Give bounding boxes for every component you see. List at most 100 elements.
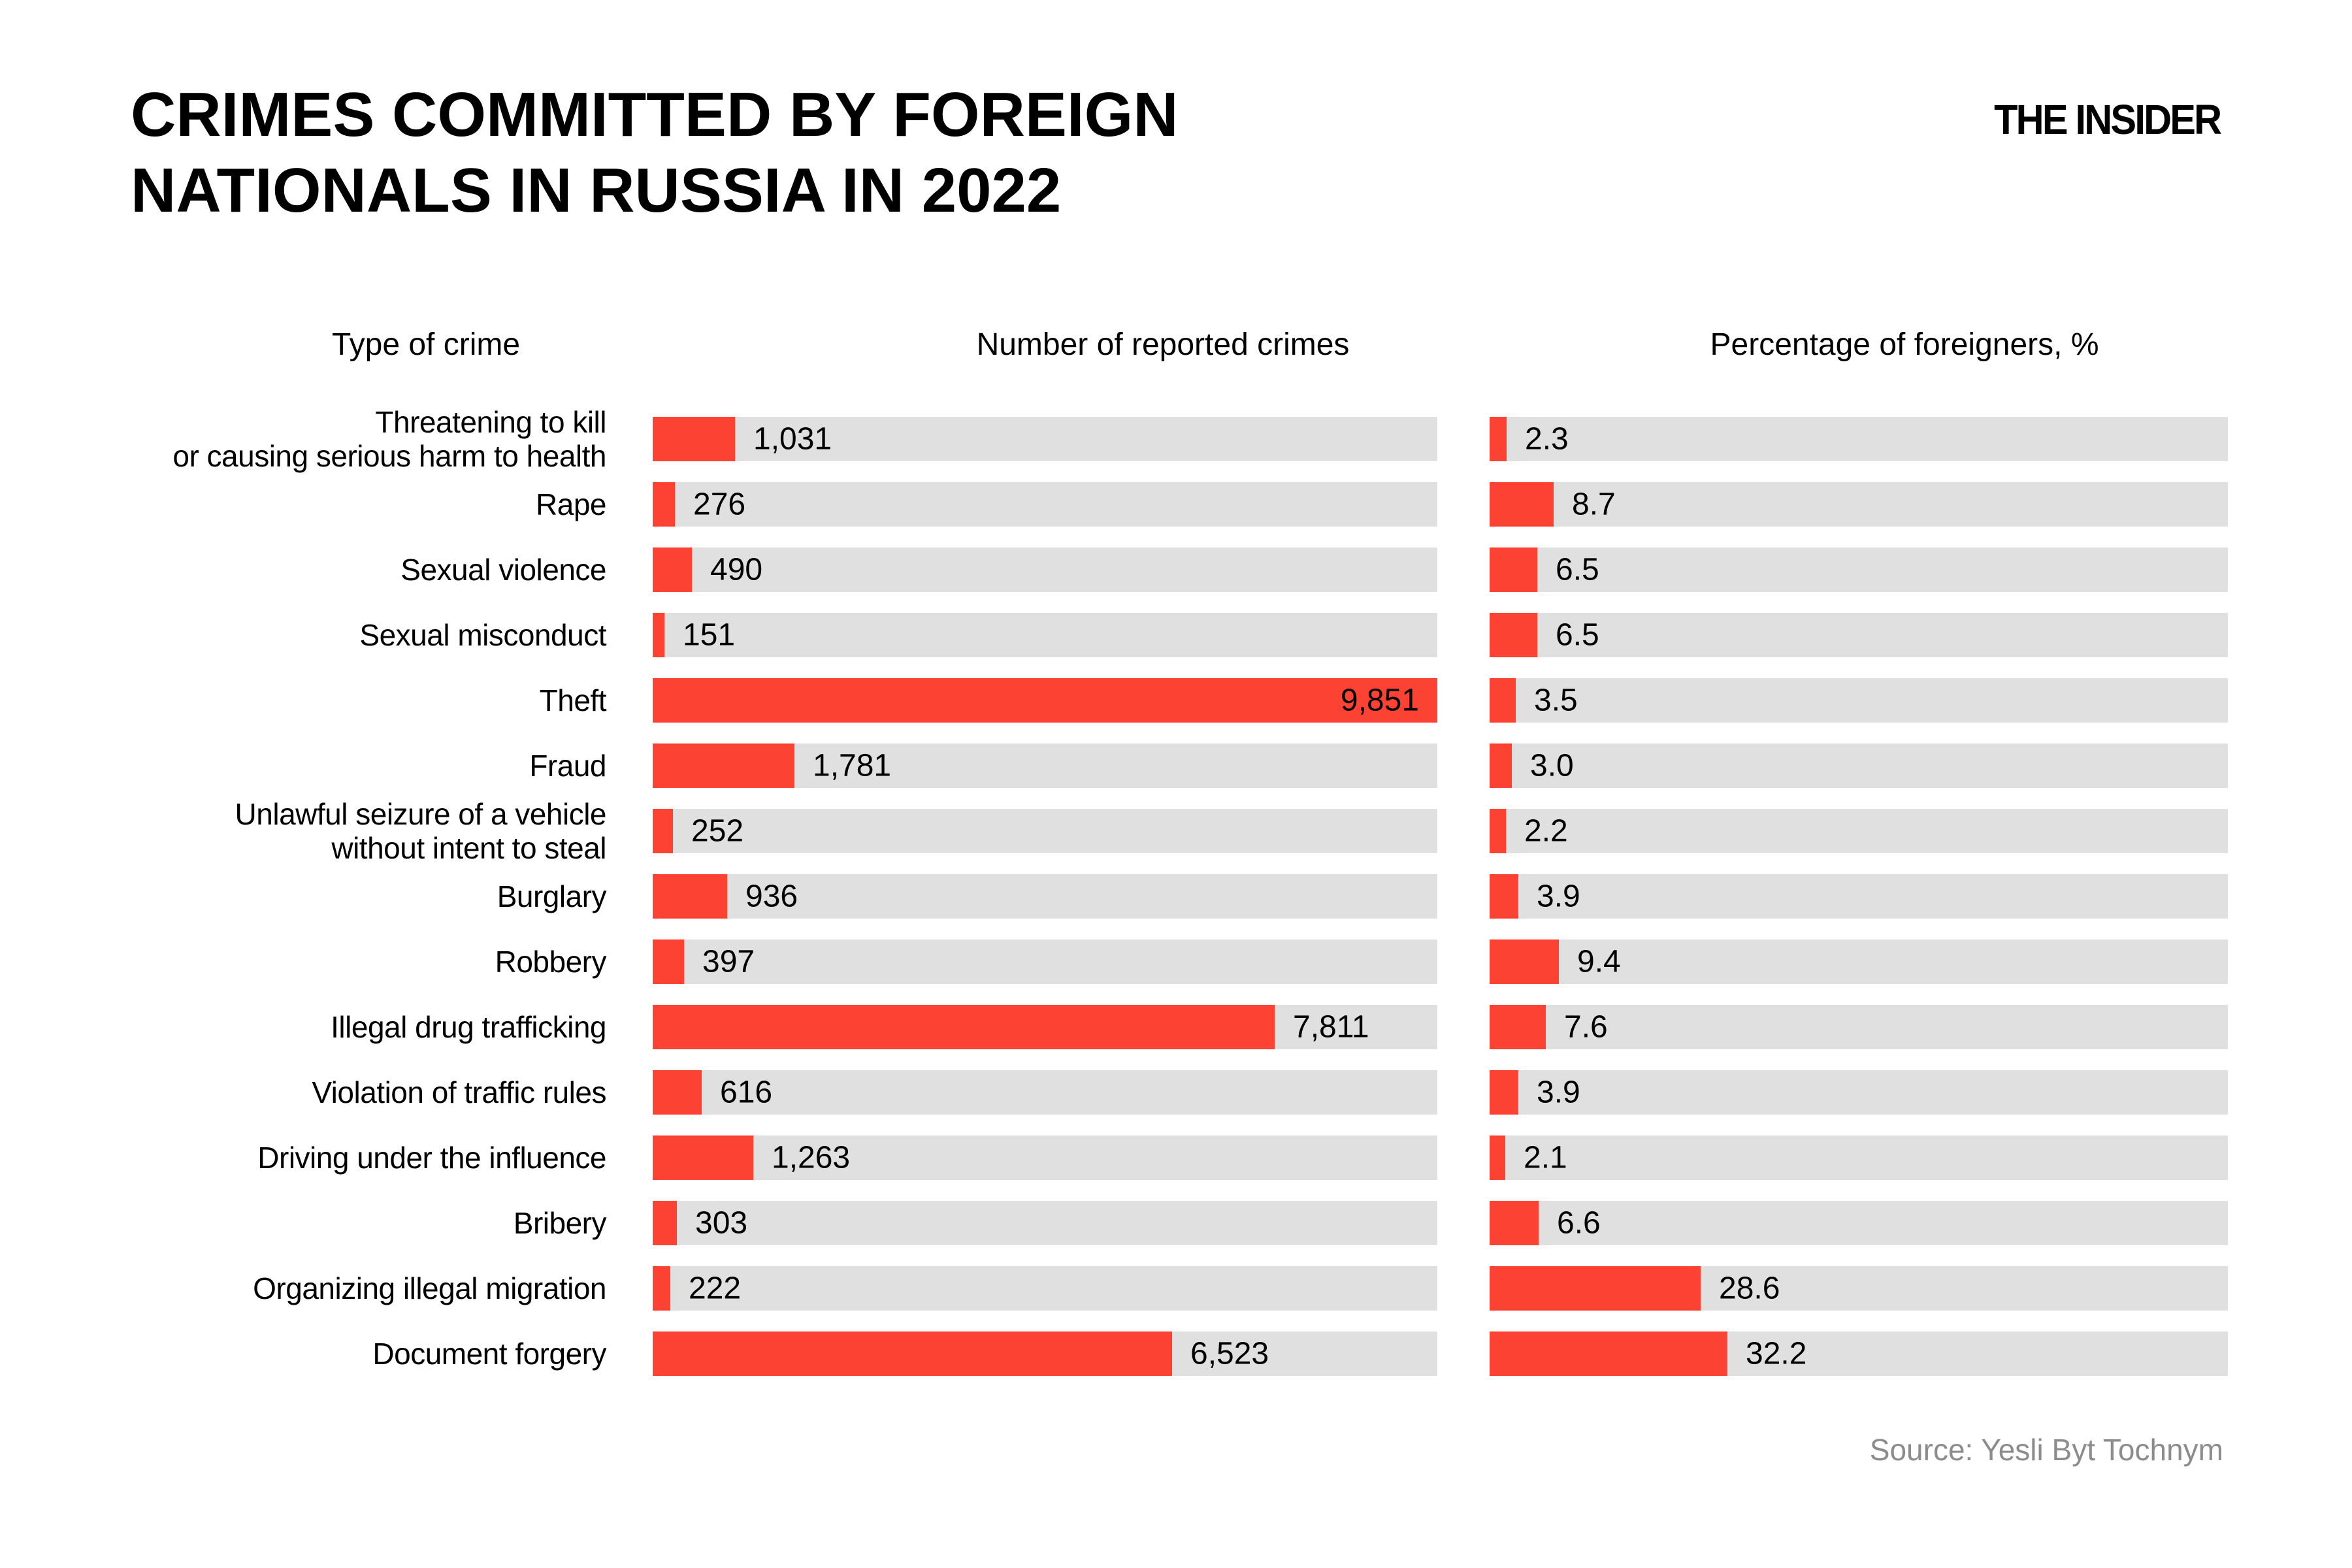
- percentage-value-label: 2.1: [1524, 1140, 1567, 1175]
- percentage-bar-track: 3.9: [1490, 1070, 2228, 1115]
- crime-type-label: Organizing illegal migration: [253, 1271, 606, 1305]
- percentage-bar-track: 6.6: [1490, 1201, 2228, 1245]
- percentage-bar-track: 9.4: [1490, 939, 2228, 984]
- percentage-bar-fill: [1490, 1331, 1727, 1376]
- count-bar-track: 397: [653, 939, 1437, 984]
- percentage-bar-track: 28.6: [1490, 1266, 2228, 1311]
- chart-row: Burglary 936 3.9: [0, 874, 2352, 919]
- page-title-line-2: NATIONALS IN RUSSIA IN 2022: [131, 155, 1062, 225]
- count-value-label: 6,523: [1190, 1336, 1269, 1371]
- count-bar-fill: [653, 1135, 753, 1180]
- percentage-bar-track: 7.6: [1490, 1005, 2228, 1049]
- chart-row: Unlawful seizure of a vehicle without int…: [0, 797, 2352, 865]
- count-bar-track: 7,811: [653, 1005, 1437, 1049]
- percentage-bar-track: 2.2: [1490, 809, 2228, 853]
- count-bar-track: 1,031: [653, 417, 1437, 461]
- percentage-bar-track: 3.0: [1490, 743, 2228, 788]
- count-bar-fill: [653, 939, 684, 984]
- count-value-label: 151: [683, 617, 736, 653]
- column-header-number-of-crimes: Number of reported crimes: [976, 327, 1350, 362]
- count-bar-fill: [653, 1266, 670, 1311]
- count-bar-track: 6,523: [653, 1331, 1437, 1376]
- chart-row: Robbery 397 9.4: [0, 939, 2352, 984]
- count-bar-track: 276: [653, 482, 1437, 527]
- chart-row: Illegal drug trafficking 7,811 7.6: [0, 1005, 2352, 1049]
- count-bar-track: 1,781: [653, 743, 1437, 788]
- count-bar-fill: [653, 417, 735, 461]
- crime-type-label: Driving under the influence: [257, 1141, 606, 1175]
- percentage-value-label: 28.6: [1719, 1271, 1780, 1306]
- count-value-label: 1,781: [813, 748, 892, 783]
- crime-type-label: Sexual violence: [400, 553, 606, 587]
- page-title-line-1: CRIMES COMMITTED BY FOREIGN: [131, 80, 1179, 150]
- percentage-bar-track: 8.7: [1490, 482, 2228, 527]
- count-bar-track: 616: [653, 1070, 1437, 1115]
- percentage-bar-fill: [1490, 809, 1506, 853]
- count-bar-fill: [653, 1331, 1172, 1376]
- source-credit: Source: Yesli Byt Tochnym: [1869, 1433, 2223, 1467]
- chart-row: Fraud 1,781 3.0: [0, 743, 2352, 788]
- chart-row: Sexual violence 490 6.5: [0, 547, 2352, 592]
- count-bar-fill: [653, 743, 794, 788]
- page-title: CRIMES COMMITTED BY FOREIGN NATIONALS IN…: [131, 77, 1179, 229]
- count-value-label: 616: [720, 1075, 773, 1110]
- chart-row: Rape 276 8.7: [0, 482, 2352, 527]
- count-bar-fill: [653, 547, 692, 592]
- count-value-label: 7,811: [1293, 1009, 1369, 1045]
- chart-row: Threatening to kill or causing serious ha…: [0, 405, 2352, 473]
- percentage-bar-fill: [1490, 939, 1559, 984]
- count-bar-fill: [653, 1201, 677, 1245]
- count-bar-fill: [653, 1005, 1275, 1049]
- percentage-value-label: 9.4: [1577, 944, 1621, 979]
- chart-row: Sexual misconduct 151 6.5: [0, 613, 2352, 657]
- percentage-bar-fill: [1490, 678, 1516, 723]
- count-bar-track: 151: [653, 613, 1437, 657]
- percentage-value-label: 6.5: [1556, 617, 1599, 653]
- percentage-bar-track: 2.3: [1490, 417, 2228, 461]
- count-bar-fill: [653, 482, 675, 527]
- count-bar-track: 936: [653, 874, 1437, 919]
- count-bar-track: 1,263: [653, 1135, 1437, 1180]
- percentage-value-label: 3.5: [1534, 683, 1578, 718]
- percentage-value-label: 32.2: [1746, 1336, 1807, 1371]
- count-value-label: 303: [695, 1205, 748, 1241]
- count-value-label: 936: [745, 879, 798, 914]
- count-bar-fill: [653, 874, 727, 919]
- percentage-bar-fill: [1490, 1070, 1518, 1115]
- percentage-value-label: 8.7: [1572, 487, 1616, 522]
- count-bar-track: 252: [653, 809, 1437, 853]
- chart-row: Violation of traffic rules 616 3.9: [0, 1070, 2352, 1115]
- crime-type-label: Bribery: [513, 1206, 607, 1240]
- crime-type-label: Robbery: [495, 945, 607, 979]
- crime-type-label: Unlawful seizure of a vehicle without int…: [235, 797, 607, 865]
- crime-type-label: Burglary: [497, 879, 607, 913]
- percentage-bar-fill: [1490, 1201, 1539, 1245]
- crime-type-label: Violation of traffic rules: [312, 1075, 606, 1109]
- percentage-value-label: 6.6: [1557, 1205, 1601, 1241]
- chart-row: Bribery 303 6.6: [0, 1201, 2352, 1245]
- column-header-type-of-crime: Type of crime: [331, 327, 521, 362]
- chart-row: Theft 9,851 3.5: [0, 678, 2352, 723]
- count-bar-track: 9,851: [653, 678, 1437, 723]
- crime-type-label: Threatening to kill or causing serious ha…: [172, 405, 606, 473]
- percentage-bar-fill: [1490, 1266, 1701, 1311]
- percentage-bar-track: 3.5: [1490, 678, 2228, 723]
- count-value-label: 1,263: [772, 1140, 851, 1175]
- count-value-label: 222: [689, 1271, 742, 1306]
- percentage-bar-track: 6.5: [1490, 547, 2228, 592]
- percentage-value-label: 3.9: [1537, 1075, 1580, 1110]
- column-header-percentage-of-foreigners: Percentage of foreigners, %: [1710, 327, 2099, 362]
- percentage-bar-fill: [1490, 1005, 1546, 1049]
- percentage-bar-track: 6.5: [1490, 613, 2228, 657]
- percentage-bar-fill: [1490, 547, 1537, 592]
- count-bar-track: 303: [653, 1201, 1437, 1245]
- the-insider-logo: THE INSIDER: [1993, 96, 2222, 143]
- percentage-bar-track: 32.2: [1490, 1331, 2228, 1376]
- count-value-label: 9,851: [1340, 683, 1419, 718]
- count-bar-fill: [653, 678, 1437, 723]
- count-bar-fill: [653, 1070, 702, 1115]
- count-value-label: 490: [710, 552, 763, 587]
- percentage-bar-fill: [1490, 613, 1537, 657]
- percentage-bar-fill: [1490, 482, 1554, 527]
- count-bar-track: 222: [653, 1266, 1437, 1311]
